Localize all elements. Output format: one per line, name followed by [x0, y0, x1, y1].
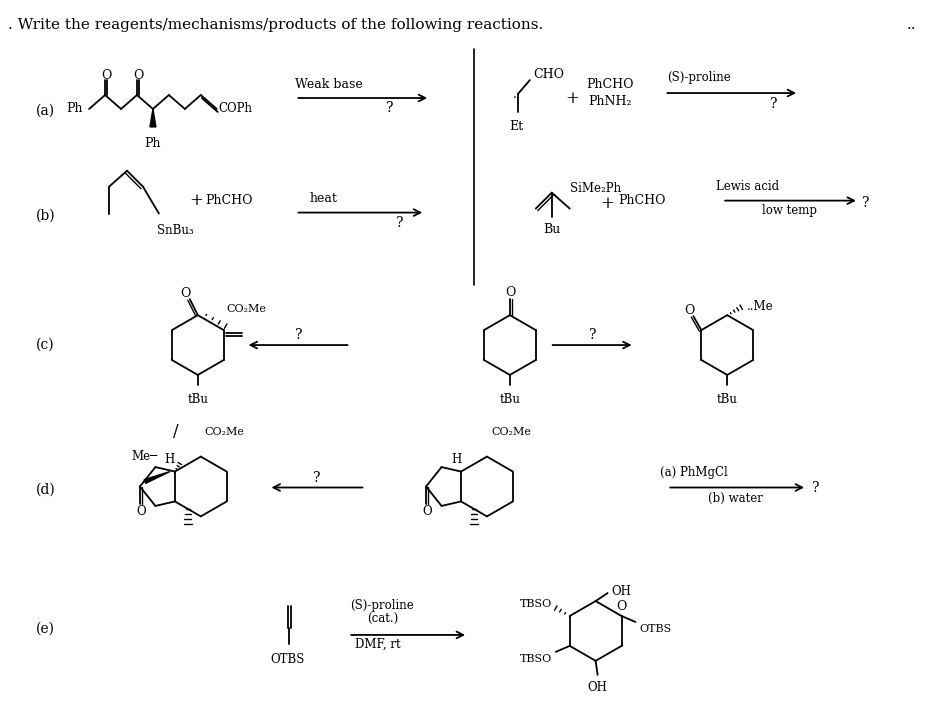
Text: Lewis acid: Lewis acid — [716, 180, 779, 193]
Text: .: . — [513, 87, 517, 100]
Text: ?: ? — [313, 470, 320, 485]
Text: O: O — [617, 600, 627, 613]
Text: ?: ? — [386, 101, 394, 115]
Text: (b): (b) — [37, 209, 56, 222]
Text: TBSO: TBSO — [520, 654, 552, 664]
Text: O: O — [684, 304, 694, 317]
Text: ?: ? — [771, 97, 778, 111]
Text: +: + — [601, 195, 614, 212]
Text: SnBu₃: SnBu₃ — [157, 224, 193, 237]
Text: O: O — [181, 287, 191, 300]
Text: (c): (c) — [37, 338, 55, 352]
Text: (S)-proline: (S)-proline — [350, 599, 414, 612]
Text: DMF, rt: DMF, rt — [355, 637, 401, 650]
Text: ?: ? — [862, 196, 869, 209]
Text: O: O — [506, 286, 516, 299]
Text: CO₂Me: CO₂Me — [204, 427, 245, 437]
Text: OH: OH — [588, 680, 608, 694]
Text: O: O — [133, 69, 143, 82]
Text: tBu: tBu — [717, 393, 738, 406]
Text: PhCHO: PhCHO — [205, 194, 252, 207]
Text: (S)-proline: (S)-proline — [668, 70, 731, 84]
Text: Et: Et — [509, 120, 523, 133]
Text: heat: heat — [310, 192, 337, 205]
Text: Me─: Me─ — [132, 450, 158, 463]
Text: PhCHO: PhCHO — [586, 77, 633, 90]
Polygon shape — [150, 109, 156, 127]
Text: TBSO: TBSO — [520, 599, 552, 609]
Text: COPh: COPh — [219, 103, 252, 115]
Text: (a) PhMgCl: (a) PhMgCl — [660, 466, 728, 479]
Text: H: H — [451, 453, 462, 466]
Text: O: O — [422, 505, 431, 518]
Text: (cat.): (cat.) — [366, 612, 398, 625]
Text: OTBS: OTBS — [270, 653, 304, 666]
Text: CHO: CHO — [533, 67, 564, 80]
Text: CO₂Me: CO₂Me — [227, 304, 267, 314]
Text: PhCHO: PhCHO — [619, 194, 666, 207]
Text: ..: .. — [907, 19, 917, 32]
Text: OTBS: OTBS — [640, 624, 672, 634]
Text: +: + — [565, 90, 578, 107]
Text: (d): (d) — [37, 483, 56, 496]
Text: Bu: Bu — [544, 222, 560, 235]
Text: Ph: Ph — [67, 103, 83, 115]
Text: Ph: Ph — [145, 137, 161, 150]
Text: OH: OH — [611, 584, 631, 597]
Text: (b) water: (b) water — [707, 492, 763, 505]
Polygon shape — [144, 472, 170, 483]
Text: CO₂Me: CO₂Me — [491, 427, 530, 437]
Text: O: O — [101, 69, 111, 82]
Text: (e): (e) — [37, 622, 56, 636]
Text: /: / — [173, 423, 179, 440]
Text: tBu: tBu — [187, 393, 208, 406]
Text: H: H — [165, 453, 175, 466]
Text: ?: ? — [295, 328, 302, 342]
Text: ..Me: ..Me — [747, 300, 773, 313]
Text: ?: ? — [589, 328, 596, 342]
Text: ?: ? — [812, 482, 820, 495]
Text: +: + — [189, 192, 203, 209]
Text: . Write the reagents/mechanisms/products of the following reactions.: . Write the reagents/mechanisms/products… — [8, 19, 544, 32]
Text: SiMe₂Ph: SiMe₂Ph — [570, 181, 621, 194]
Text: (a): (a) — [37, 104, 56, 118]
Text: tBu: tBu — [499, 393, 520, 406]
Text: O: O — [136, 505, 146, 518]
Text: low temp: low temp — [761, 204, 817, 217]
Text: Weak base: Weak base — [295, 77, 363, 90]
Text: PhNH₂: PhNH₂ — [588, 95, 631, 108]
Text: ?: ? — [397, 216, 404, 229]
